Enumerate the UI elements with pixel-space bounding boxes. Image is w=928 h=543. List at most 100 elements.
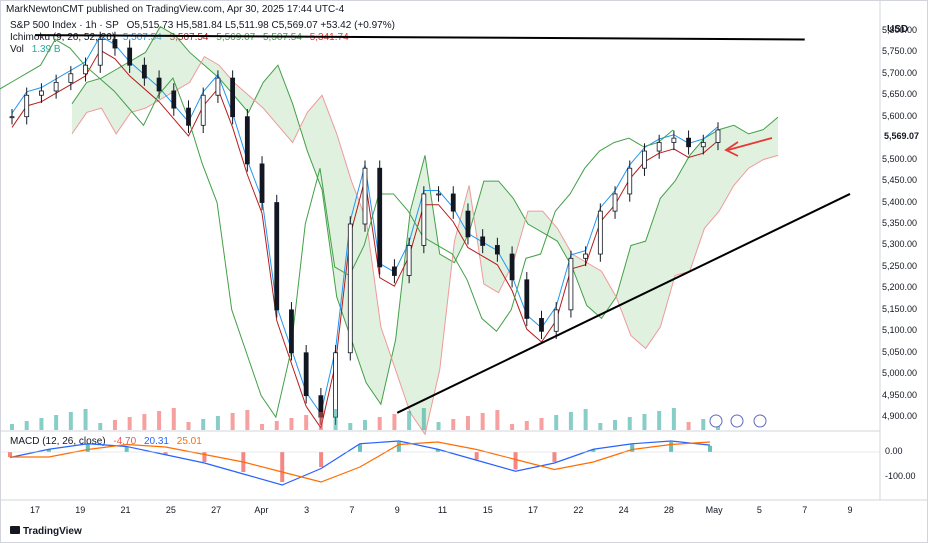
candle-body (171, 90, 177, 109)
candle-body (715, 129, 721, 143)
volume-bar (260, 424, 265, 430)
date-tick: 5 (756, 505, 762, 515)
candle-body (244, 116, 250, 165)
volume-bar (686, 422, 691, 430)
date-tick: 17 (528, 505, 539, 515)
price-tick: 5,400.00 (882, 196, 918, 207)
macd-hist-value: -4.70 (113, 436, 137, 447)
trendline-resistance (34, 34, 805, 41)
macd-histogram-bar (396, 442, 401, 452)
macd-histogram-bar (435, 449, 440, 452)
date-tick: 3 (304, 505, 310, 515)
volume-bar (186, 422, 191, 430)
volume-bar (54, 415, 59, 430)
ichimoku-value-lagging: 5,569.07 (216, 32, 256, 43)
volume-bar (480, 413, 485, 430)
macd-legend[interactable]: MACD (12, 26, close) -4.70 20.31 25.01 (10, 436, 207, 447)
candle-body (465, 210, 471, 238)
macd-histogram-bar (85, 444, 90, 452)
date-tick: 27 (211, 505, 222, 515)
candle-body (97, 39, 103, 66)
volume-bar (10, 424, 14, 430)
price-tick: 4,900.00 (882, 411, 918, 422)
currency-label[interactable]: USD (887, 24, 909, 35)
volume-bar (83, 409, 88, 430)
macd-histogram-bar (46, 449, 51, 452)
volume-bar (583, 409, 588, 430)
date-tick: 19 (75, 505, 86, 515)
macd-label: MACD (12, 26, close) (10, 436, 106, 447)
volume-bar (348, 423, 353, 430)
date-tick: 9 (394, 505, 400, 515)
candle-body (333, 352, 338, 418)
last-price-tag: 5,569.07 (882, 131, 922, 141)
price-tick: 5,000.00 (882, 368, 918, 379)
macd-histogram-bar (474, 452, 479, 460)
macd-histogram-bar (163, 452, 168, 455)
volume-bar (157, 411, 162, 430)
volume-bar (392, 414, 397, 430)
price-tick: 5,300.00 (882, 239, 918, 250)
date-tick: May (705, 505, 723, 515)
tradingview-icon (10, 526, 20, 534)
candle-body (362, 167, 368, 225)
candle-body (480, 236, 486, 246)
tradingview-logo[interactable]: TradingView (10, 526, 82, 537)
volume-bar (112, 420, 117, 430)
price-tick: 5,350.00 (882, 218, 918, 228)
candle-body (406, 245, 412, 276)
volume-bar (171, 408, 176, 430)
volume-bar (230, 413, 235, 430)
candle-body (627, 167, 633, 195)
macd-histogram-bar (358, 444, 362, 452)
price-tick: 5,050.00 (882, 346, 918, 357)
macd-histogram-bar (8, 452, 12, 457)
candle-body (289, 309, 294, 354)
volume-bar (495, 410, 500, 430)
tradingview-brand: TradingView (23, 526, 82, 537)
volume-bar (318, 412, 323, 430)
candle-body (83, 64, 88, 75)
volume-bar (142, 414, 147, 430)
macd-histogram-bar (669, 442, 674, 452)
volume-bar (657, 411, 662, 430)
candle-body (259, 163, 265, 203)
vol-label: Vol (10, 44, 24, 55)
date-tick: 24 (618, 505, 629, 515)
candle-body (53, 81, 59, 92)
date-tick: 9 (847, 505, 853, 515)
candle-body (539, 318, 544, 332)
macd-histogram-bar (630, 444, 635, 452)
candle-body (612, 193, 618, 212)
volume-bar (274, 421, 279, 430)
volume-bar (304, 415, 309, 430)
volume-bar (568, 412, 573, 430)
price-tick: 5,150.00 (882, 303, 918, 314)
earnings-marker (730, 414, 744, 428)
price-tick: 5,750.00 (882, 46, 918, 57)
volume-bar (524, 421, 529, 430)
volume-bar (363, 420, 367, 430)
date-tick: 15 (482, 505, 493, 515)
candle-body (671, 137, 677, 143)
candle-body (436, 193, 441, 196)
date-tick: 17 (29, 505, 41, 515)
volume-bar (377, 417, 382, 430)
macd-histogram-bar (513, 452, 518, 470)
publisher-header: MarkNewtonCMT published on TradingView.c… (6, 4, 345, 15)
volume-legend[interactable]: Vol 1.39 B (10, 44, 66, 55)
volume-bar (201, 419, 206, 430)
candle-body (583, 253, 589, 259)
candle-body (127, 47, 133, 66)
volume-bar (671, 408, 676, 430)
symbol-label[interactable]: S&P 500 Index · 1h · SP (10, 20, 119, 31)
macd-tick: 0.00 (885, 446, 903, 456)
candle-body (24, 94, 30, 118)
candle-body (230, 77, 236, 118)
volume-bar (598, 423, 603, 430)
volume-bar (24, 421, 29, 430)
volume-bar (333, 409, 338, 430)
candle-body (494, 245, 500, 255)
candle-body (568, 257, 574, 311)
